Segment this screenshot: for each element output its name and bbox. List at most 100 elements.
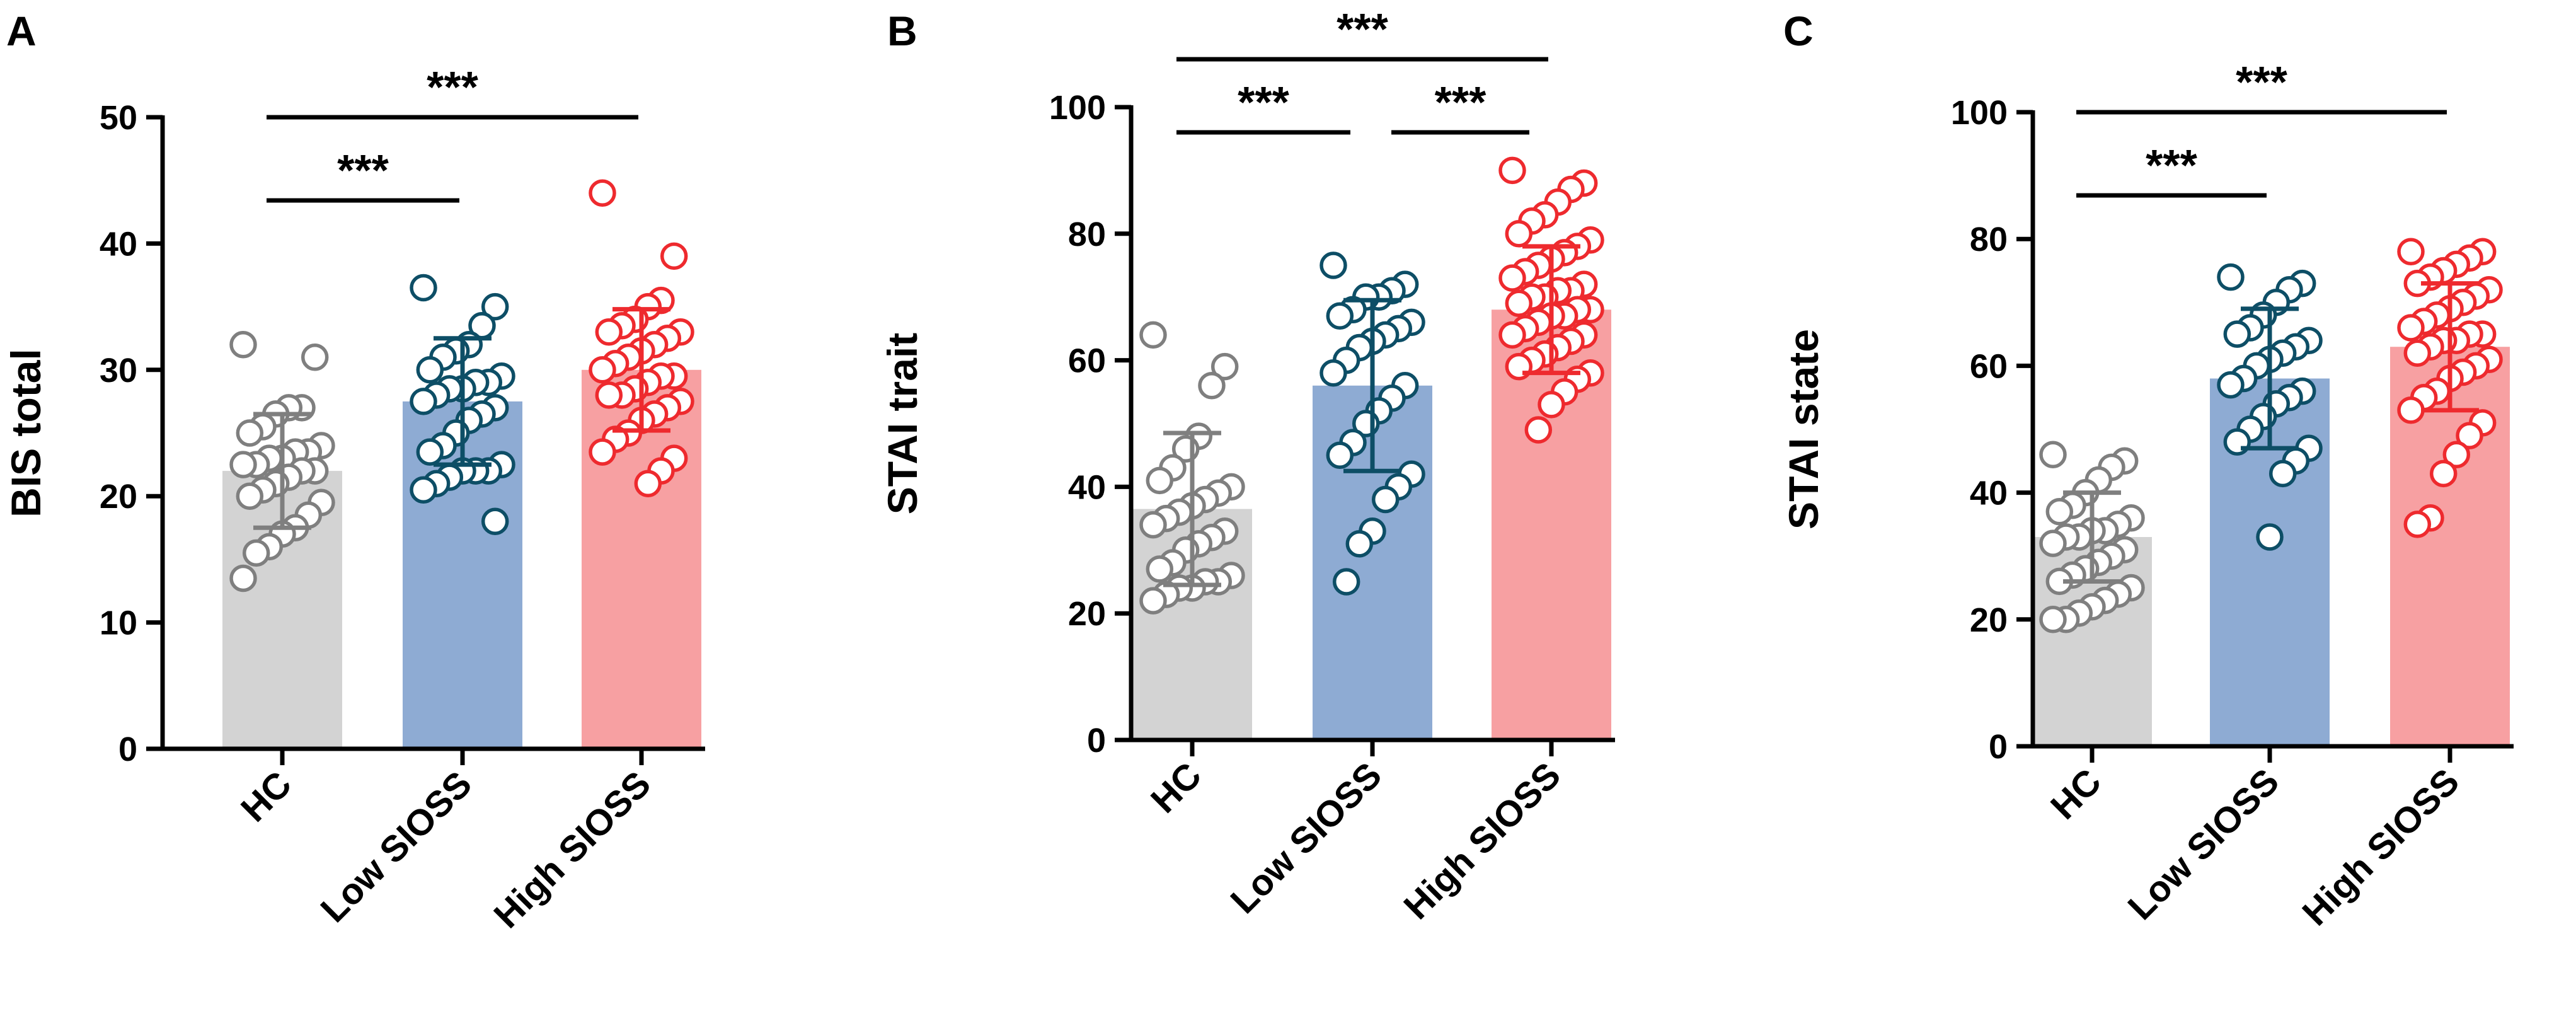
y-tick-label: 100: [1951, 94, 2008, 132]
data-point: [1146, 466, 1174, 495]
data-point: [416, 438, 444, 466]
data-point: [2223, 320, 2251, 348]
data-point: [2256, 523, 2284, 551]
y-axis-title: BIS total: [3, 349, 49, 517]
x-category-label: High SIOSS: [486, 763, 658, 936]
x-category-label: Low SIOSS: [2120, 761, 2287, 928]
data-point: [1326, 441, 1354, 469]
y-axis-title: STAI trait: [879, 333, 926, 514]
significance-label: ***: [1435, 78, 1486, 127]
data-point: [1538, 391, 1565, 419]
data-point: [301, 344, 329, 371]
data-point: [229, 330, 257, 359]
panel-A: A 0 10 20 30 40 50 HC Low SIOSS High SIOSS BIS tot…: [3, 8, 705, 936]
significance-label: ***: [427, 62, 478, 112]
data-point: [1146, 555, 1174, 583]
data-point: [1498, 264, 1526, 292]
panel-B: B 0 20 40 60 80 100 HC Low SIOSS High SIOSS STAI t…: [879, 4, 1615, 927]
data-point: [2039, 441, 2067, 468]
data-point: [634, 470, 662, 497]
y-tick-label: 60: [1970, 347, 2008, 385]
data-point: [660, 242, 688, 270]
data-point: [229, 564, 257, 592]
data-point: [589, 356, 616, 384]
data-point: [410, 274, 437, 302]
data-point: [1505, 289, 1533, 317]
data-point: [2217, 263, 2245, 291]
data-point: [2397, 238, 2425, 266]
data-point: [589, 438, 616, 466]
data-point: [2045, 498, 2074, 526]
data-point: [1320, 359, 1347, 387]
data-point: [595, 381, 623, 409]
panel-C: C 0 20 40 60 80 100 HC Low SIOSS High SIOSS STAI s…: [1780, 8, 2514, 933]
panel-letter: C: [1783, 8, 1814, 54]
y-axis-title: STAI state: [1780, 329, 1827, 529]
data-point: [1139, 587, 1167, 615]
data-point: [229, 451, 257, 478]
data-point: [236, 419, 264, 447]
y-tick-label: 40: [1970, 475, 2008, 512]
data-point: [1139, 321, 1167, 349]
data-point: [2397, 314, 2425, 342]
y-tick-label: 30: [100, 352, 137, 390]
x-category-label: HC: [233, 763, 299, 829]
y-tick-label: 20: [1970, 601, 2008, 639]
significance-label: ***: [1337, 4, 1388, 54]
significance-label: ***: [337, 146, 389, 195]
data-point: [2268, 459, 2297, 488]
data-point: [236, 482, 264, 510]
significance-label: ***: [2146, 141, 2197, 190]
data-point: [1345, 530, 1374, 558]
x-category-label: High SIOSS: [1396, 754, 1568, 927]
data-point: [1332, 568, 1360, 596]
data-point: [595, 318, 623, 346]
data-point: [2039, 606, 2067, 633]
data-point: [1326, 302, 1354, 330]
y-tick-label: 0: [1087, 722, 1106, 760]
data-point: [1505, 220, 1533, 248]
y-tick-label: 80: [1068, 216, 1106, 253]
x-category-label: HC: [2043, 761, 2109, 827]
data-point: [481, 292, 509, 321]
significance-label: ***: [1238, 78, 1289, 127]
data-point: [410, 388, 437, 415]
y-tick-label: 40: [100, 225, 137, 263]
data-point: [2403, 511, 2432, 538]
data-point: [1210, 352, 1239, 381]
data-point: [2397, 396, 2425, 424]
x-category-label: Low SIOSS: [313, 763, 480, 930]
y-tick-label: 0: [118, 731, 137, 768]
y-tick-label: 40: [1068, 468, 1106, 506]
data-point: [2442, 441, 2471, 468]
data-point: [1139, 511, 1167, 539]
data-point: [2217, 371, 2245, 399]
y-tick-label: 60: [1068, 342, 1106, 380]
data-point: [416, 356, 444, 384]
y-tick-label: 80: [1970, 221, 2008, 258]
data-point: [410, 476, 437, 504]
significance-label: ***: [2236, 57, 2287, 107]
data-point: [1198, 372, 1226, 400]
data-point: [1320, 251, 1347, 279]
y-tick-label: 20: [100, 478, 137, 516]
y-tick-label: 0: [1989, 728, 2008, 766]
x-category-label: HC: [1143, 754, 1209, 821]
y-tick-label: 10: [100, 604, 137, 642]
data-point: [2456, 422, 2483, 449]
data-point: [1371, 485, 1400, 514]
data-point: [1498, 156, 1526, 185]
data-point: [1524, 416, 1553, 444]
y-tick-label: 50: [100, 99, 137, 137]
data-point: [2403, 339, 2432, 367]
y-tick-label: 20: [1068, 595, 1106, 633]
panel-letter: B: [887, 8, 917, 54]
data-point: [2429, 459, 2458, 488]
data-point: [589, 179, 616, 207]
data-point: [242, 539, 270, 567]
data-point: [2039, 529, 2067, 557]
panel-letter: A: [6, 8, 37, 54]
x-category-label: Low SIOSS: [1222, 754, 1389, 921]
data-point: [481, 507, 509, 536]
